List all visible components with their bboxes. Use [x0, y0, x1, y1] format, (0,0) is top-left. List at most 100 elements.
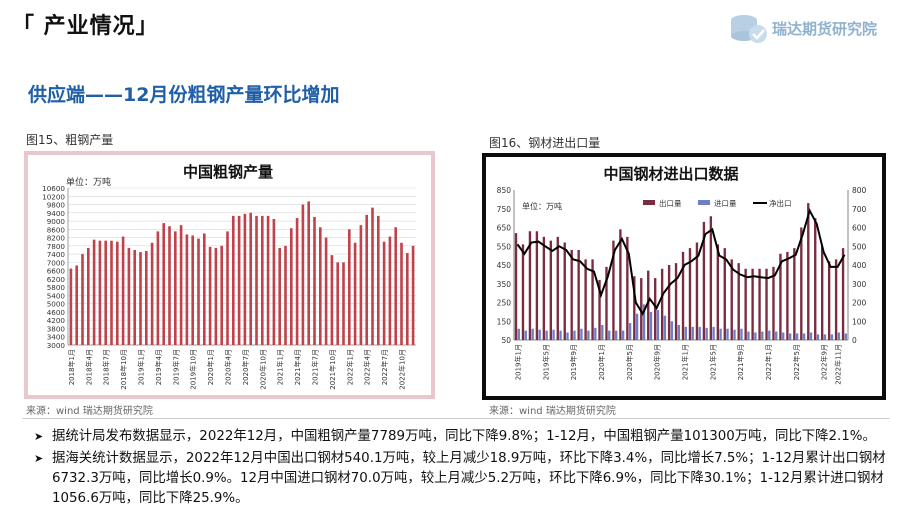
- import-bar: [559, 330, 562, 340]
- export-bar: [542, 236, 546, 340]
- export-bar: [667, 265, 671, 340]
- y-tick-label: 3000: [47, 341, 66, 350]
- bar: [318, 227, 322, 345]
- bar: [359, 225, 363, 345]
- import-bar: [608, 330, 611, 340]
- x-tick-label: 2019年10月: [189, 349, 198, 390]
- commentary: ➤ 据统计局发布数据显示，2022年12月，中国粗钢产量7789万吨，同比下降9…: [34, 427, 896, 511]
- x-tick-label: 2022年11月: [834, 344, 843, 385]
- y-right-tick-label: 800: [852, 186, 867, 195]
- export-bar: [716, 244, 719, 340]
- bar: [92, 239, 96, 345]
- export-bar: [598, 280, 601, 340]
- y-right-tick-label: 500: [852, 242, 867, 251]
- divider: [22, 418, 890, 419]
- import-bar: [768, 330, 771, 340]
- bar: [69, 268, 73, 345]
- x-tick-label: 2022年7月: [380, 349, 389, 385]
- x-tick-label: 2020年7月: [241, 349, 250, 385]
- fig16-caption: 图16、钢材进出口量: [489, 136, 601, 150]
- export-bar: [737, 263, 740, 340]
- x-tick-label: 2020年5月: [625, 344, 634, 380]
- bar: [202, 233, 206, 345]
- bar: [104, 240, 108, 345]
- bar: [98, 240, 102, 345]
- bar: [214, 247, 218, 345]
- export-bar: [688, 248, 692, 340]
- brand-logo: [731, 15, 767, 43]
- bar: [295, 217, 299, 345]
- import-bar: [587, 330, 590, 340]
- export-bar: [605, 266, 608, 340]
- import-bar: [580, 328, 583, 340]
- bar: [243, 213, 247, 345]
- x-tick-label: 2018年10月: [119, 349, 128, 390]
- bar: [249, 212, 253, 345]
- legend-label: 进口量: [714, 199, 737, 208]
- import-bar: [670, 321, 674, 340]
- export-bar: [709, 216, 713, 340]
- y-tick-label: 9800: [47, 201, 66, 210]
- x-tick-label: 2020年1月: [597, 344, 606, 380]
- y-tick-label: 5800: [47, 283, 66, 292]
- export-bar: [626, 236, 629, 340]
- legend-swatch: [643, 200, 655, 205]
- x-tick-label: 2021年1月: [680, 344, 689, 380]
- export-bar: [681, 251, 685, 340]
- y-tick-label: 6200: [47, 275, 66, 284]
- export-bar: [654, 278, 657, 340]
- export-bar: [633, 276, 636, 340]
- export-bar: [821, 246, 824, 340]
- x-tick-label: 2020年10月: [258, 349, 267, 390]
- y-left-tick-label: 850: [497, 186, 512, 195]
- export-bar: [827, 261, 831, 340]
- bar: [220, 245, 224, 345]
- export-bar: [549, 240, 552, 340]
- bar: [301, 204, 305, 345]
- import-bar: [816, 334, 820, 340]
- x-tick-label: 2020年9月: [653, 344, 662, 380]
- export-bar: [674, 263, 678, 340]
- y-left-tick-label: 50: [501, 336, 511, 345]
- import-bar: [545, 330, 548, 340]
- import-bar: [552, 329, 555, 340]
- bar: [168, 226, 171, 345]
- x-tick-label: 2020年1月: [206, 349, 215, 385]
- y-left-tick-label: 650: [497, 224, 512, 233]
- import-bar: [733, 329, 736, 340]
- y-right-tick-label: 300: [852, 280, 867, 289]
- y-right-tick-label: 600: [852, 224, 867, 233]
- export-bar: [612, 240, 615, 340]
- x-tick-label: 2021年10月: [328, 349, 337, 390]
- fig15-chart-frame: 中国粗钢产量 单位：万吨 3000 3400 3800 4200 4600 5000 5400 5…: [24, 151, 435, 399]
- import-bar: [775, 331, 778, 340]
- y-tick-label: 5000: [47, 300, 66, 309]
- check-icon: [752, 29, 765, 40]
- bar: [75, 265, 79, 345]
- bar: [330, 255, 334, 345]
- y-right-tick-label: 200: [852, 299, 867, 308]
- import-bar: [538, 329, 541, 340]
- bar: [382, 241, 386, 345]
- export-bar: [793, 248, 796, 340]
- export-bar: [807, 203, 810, 340]
- x-tick-label: 2020年4月: [224, 349, 233, 385]
- y-tick-label: 9000: [47, 217, 66, 226]
- bar: [266, 215, 270, 345]
- bar: [139, 252, 142, 345]
- y-tick-label: 3400: [47, 333, 66, 342]
- bar: [150, 242, 154, 345]
- export-bar: [577, 250, 580, 340]
- y-left-tick-label: 150: [497, 317, 512, 326]
- bar: [86, 247, 90, 345]
- y-tick-label: 8200: [47, 234, 66, 243]
- import-bar: [719, 328, 722, 340]
- x-tick-label: 2022年1月: [764, 344, 773, 380]
- export-bar: [660, 268, 664, 340]
- bar: [278, 247, 282, 345]
- export-bar: [647, 270, 650, 340]
- y-right-tick-label: 100: [852, 317, 867, 326]
- x-tick-label: 2021年5月: [708, 344, 717, 380]
- x-tick-label: 2018年7月: [102, 349, 111, 385]
- import-bar: [642, 304, 646, 340]
